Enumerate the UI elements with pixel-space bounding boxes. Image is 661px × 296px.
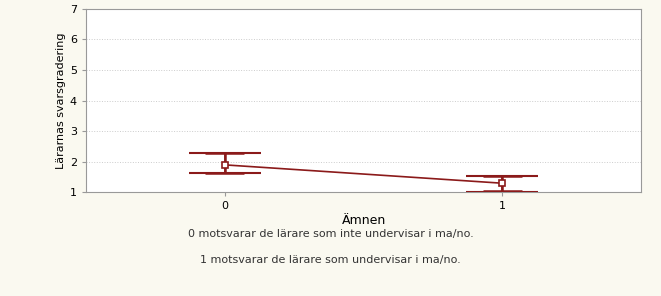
Text: 1 motsvarar de lärare som undervisar i ma/no.: 1 motsvarar de lärare som undervisar i m… xyxy=(200,255,461,266)
X-axis label: Ämnen: Ämnen xyxy=(342,214,385,227)
Text: 0 motsvarar de lärare som inte undervisar i ma/no.: 0 motsvarar de lärare som inte undervisa… xyxy=(188,229,473,239)
Y-axis label: Lärarnas svarsgradering: Lärarnas svarsgradering xyxy=(56,32,65,169)
